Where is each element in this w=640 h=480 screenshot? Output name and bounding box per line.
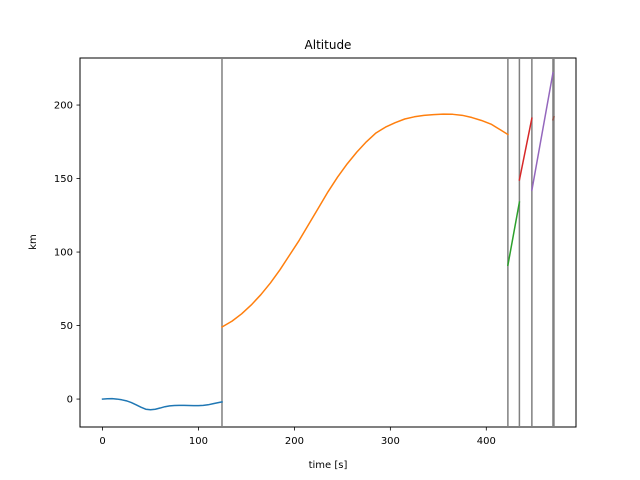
y-tick-label: 200: [54, 101, 73, 112]
series-line-0: [101, 397, 223, 411]
y-tick-label: 0: [67, 395, 73, 406]
series-line-2: [507, 201, 521, 267]
x-tick-label: 0: [99, 436, 105, 447]
y-tick-label: 100: [54, 248, 73, 259]
x-tick-label: 200: [285, 436, 304, 447]
series-line-4: [530, 71, 554, 192]
series-line-1: [220, 113, 509, 329]
y-tick-label: 50: [60, 321, 73, 332]
axes-frame: [79, 57, 577, 428]
y-axis-label: km: [28, 234, 39, 250]
series-lines: [101, 71, 555, 411]
x-axis-ticks: 0 100 200 300 400: [99, 427, 496, 447]
event-lines: [221, 58, 555, 427]
series-line-5: [552, 115, 555, 121]
plot-area: [79, 57, 577, 428]
y-tick-label: 150: [54, 174, 73, 185]
x-tick-label: 300: [381, 436, 400, 447]
series-line-3: [518, 117, 533, 181]
x-axis-label: time [s]: [309, 460, 348, 471]
chart-title: Altitude: [305, 38, 352, 52]
x-tick-label: 400: [477, 436, 496, 447]
x-tick-label: 100: [189, 436, 208, 447]
y-axis-ticks: 0 50 100 150 200: [54, 101, 80, 406]
